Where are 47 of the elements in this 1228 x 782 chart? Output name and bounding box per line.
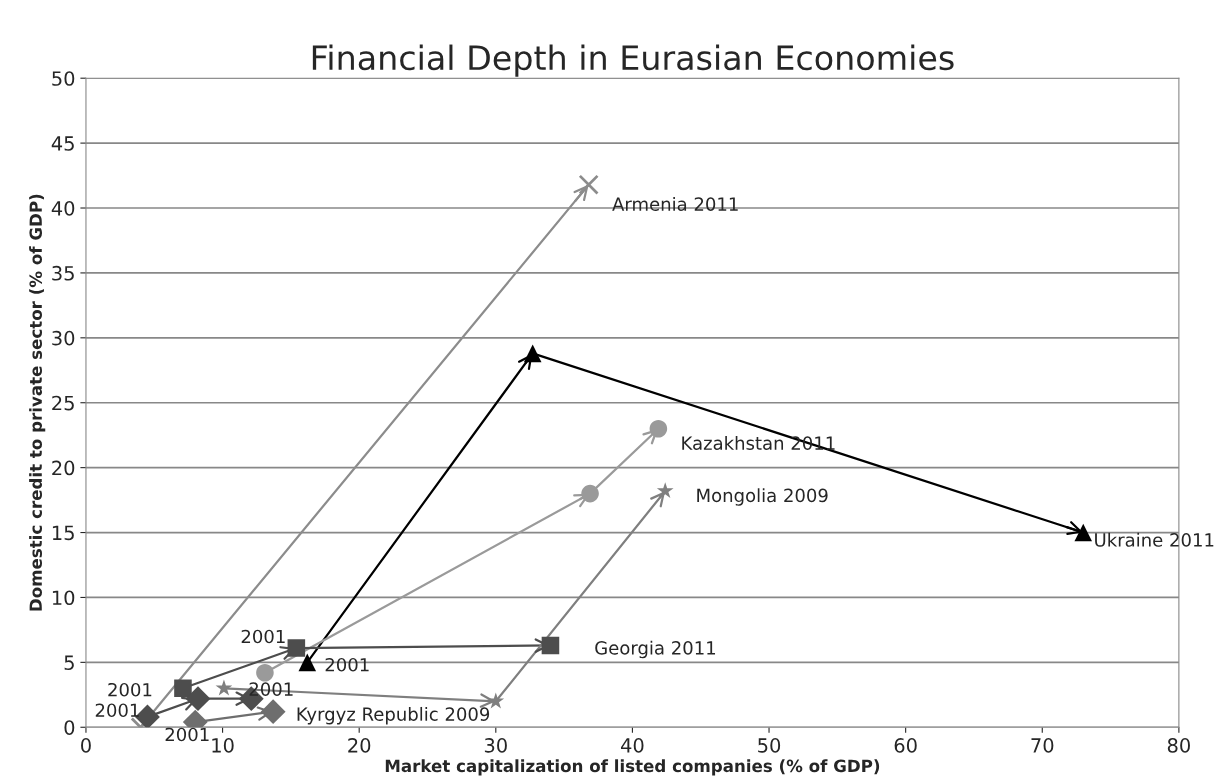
point [649,419,668,438]
point [581,484,599,503]
point [523,344,542,363]
y-tick-label: 15 [52,525,74,541]
annotation: Ukraine 2011 [1095,532,1214,547]
annotation: 2001 [325,657,369,672]
point [260,699,286,725]
x-tick-label: 0 [81,738,91,753]
annotation: 2001 [241,629,285,644]
y-tick-label: 30 [52,330,75,346]
annotation: Kyrgyz Republic 2009 [297,706,490,725]
x-tick-label: 80 [1167,738,1190,753]
y-tick-label: 25 [52,395,74,411]
point [256,663,274,682]
annotation: 2001 [108,682,152,697]
point [541,636,560,655]
y-tick-label: 20 [52,460,75,476]
x-tick-label: 50 [758,738,781,753]
y-tick-label: 40 [51,200,75,216]
y-tick-label: 45 [51,136,74,151]
chart-title: Financial Depth in Eurasian Economies [312,44,954,77]
point [1074,523,1093,542]
annotation: Armenia 2011 [612,196,738,211]
y-tick-label: 50 [52,71,75,86]
point [287,639,306,657]
point [174,679,192,698]
y-tick-label: 0 [64,720,75,735]
x-tick-label: 40 [621,738,644,753]
x-tick-label: 60 [894,738,917,753]
y-axis-title: Domestic credit to private sector (% of GDP) [29,194,46,611]
y-tick-label: 5 [64,655,74,671]
x-tick-label: 70 [1031,738,1054,753]
x-tick-label: 10 [212,738,234,753]
x-axis-title: Market capitalization of listed companies (% of GDP) [385,759,880,776]
x-tick-label: 20 [348,738,371,753]
annotation: Georgia 2011 [595,640,716,659]
point [578,174,599,195]
y-tick-label: 35 [52,265,74,281]
x-tick-label: 30 [484,738,507,753]
point [298,653,317,672]
point [185,686,211,712]
annotation: 2001 [165,727,209,742]
annotation: 2001 [95,703,139,718]
y-tick-label: 10 [52,590,75,606]
point [215,679,233,696]
annotation: Mongolia 2009 [697,488,828,506]
point [656,482,674,499]
